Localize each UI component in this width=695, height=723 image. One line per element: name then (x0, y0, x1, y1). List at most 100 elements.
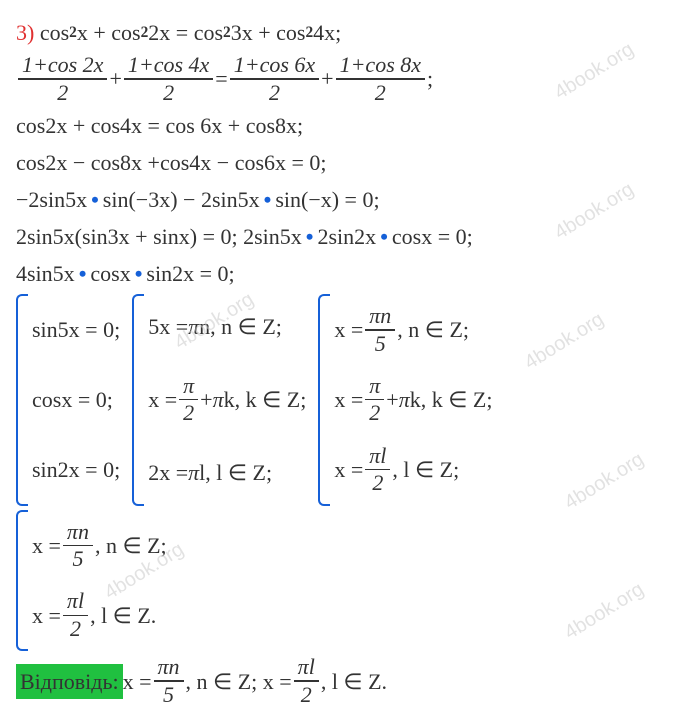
text: , n ∈ Z; x = (186, 665, 292, 698)
pi: π (188, 310, 199, 343)
fraction: π 2 (179, 374, 198, 426)
text: + (386, 383, 398, 416)
dot-icon: • (264, 183, 272, 216)
numerator: 1+cos 6x (230, 53, 319, 77)
bracket-group: x = πn 5 , n ∈ Z; x = πl 2 , l ∈ Z. (16, 510, 167, 652)
dot-icon: • (79, 257, 87, 290)
text: 5x = (148, 310, 188, 343)
bracket-row-2: x = πn 5 , n ∈ Z; x = πl 2 , l ∈ Z. (16, 510, 679, 652)
text: , n ∈ Z; (95, 529, 167, 562)
numerator: πn (63, 520, 93, 544)
denominator: 5 (159, 683, 178, 707)
text: x = (334, 313, 363, 346)
denominator: 2 (297, 683, 316, 707)
text: 2x = (148, 456, 188, 489)
bracket-icon (318, 294, 330, 506)
numerator: 1+cos 4x (124, 53, 213, 77)
fraction: 1+cos 4x 2 (124, 53, 213, 105)
text: x + cos (77, 16, 141, 49)
numerator: πn (365, 304, 395, 328)
exp: 2 (305, 21, 313, 44)
eq-line: 5x = π n, n ∈ Z; (148, 310, 306, 343)
eq-line: x = πn 5 , n ∈ Z; (334, 304, 492, 356)
eq-line: x = πl 2 , l ∈ Z. (32, 589, 167, 641)
text: 4x; (313, 16, 341, 49)
text: 2sin5x(sin3x + sinx) = 0; (16, 220, 238, 253)
text: k, k ∈ Z; (224, 383, 307, 416)
dot-icon: • (380, 220, 388, 253)
denominator: 2 (66, 617, 85, 641)
denominator: 2 (53, 81, 72, 105)
bracket-group: 5x = π n, n ∈ Z; x = π 2 + π k, k ∈ Z; 2… (132, 294, 306, 506)
bracket-icon (132, 294, 144, 506)
text: k, k ∈ Z; (410, 383, 493, 416)
fraction: 1+cos 8x 2 (336, 53, 425, 105)
text: 3x + cos (231, 16, 306, 49)
pi: π (213, 383, 224, 416)
text: ; (427, 62, 433, 95)
numerator: 1+cos 2x (18, 53, 107, 77)
text: x = (334, 383, 363, 416)
eq-line: x = π 2 + π k, k ∈ Z; (148, 374, 306, 426)
numerator: πl (294, 655, 319, 679)
denominator: 5 (68, 547, 87, 571)
fraction: πn 5 (63, 520, 93, 572)
exp: 2 (223, 21, 231, 44)
eq-line: sin2x = 0; (32, 453, 120, 486)
fraction: 1+cos 2x 2 (18, 53, 107, 105)
text: −2sin5x (16, 183, 87, 216)
fraction: πl 2 (63, 589, 88, 641)
fraction: πn 5 (365, 304, 395, 356)
text: sin2x = 0; (146, 257, 234, 290)
line-2: 1+cos 2x 2 + 1+cos 4x 2 = 1+cos 6x 2 + 1… (16, 53, 679, 105)
fraction: πl 2 (294, 655, 319, 707)
denominator: 2 (265, 81, 284, 105)
text: x = (123, 665, 152, 698)
line-4: cos2x − cos8x +cos4x − cos6x = 0; (16, 146, 679, 179)
eq-line: x = πn 5 , n ∈ Z; (32, 520, 167, 572)
eq-line: sin5x = 0; (32, 313, 120, 346)
text: , l ∈ Z; (392, 453, 459, 486)
denominator: 5 (371, 332, 390, 356)
exp: 2 (69, 21, 77, 44)
eq-line: x = π 2 + π k, k ∈ Z; (334, 374, 492, 426)
numerator: 1+cos 8x (336, 53, 425, 77)
op: = (215, 62, 227, 95)
denominator: 2 (179, 401, 198, 425)
text: n, n ∈ Z; (199, 310, 282, 343)
numerator: πn (154, 655, 184, 679)
answer-line: Відповідь: x = πn 5 , n ∈ Z; x = πl 2 , … (16, 655, 679, 707)
text: cosx (90, 257, 130, 290)
dot-icon: • (91, 183, 99, 216)
bracket-icon (16, 510, 28, 652)
eq-line: cosx = 0; (32, 383, 120, 416)
line-6: 2sin5x(sin3x + sinx) = 0; 2sin5x • 2sin2… (16, 220, 679, 253)
text: , l ∈ Z. (90, 599, 156, 632)
text: 2sin2x (318, 220, 377, 253)
numerator: π (365, 374, 384, 398)
line-1: 3) cos 2 x + cos 2 2x = cos 2 3x + cos 2… (16, 16, 679, 49)
answer-label: Відповідь: (16, 664, 123, 699)
text: sin(−x) = 0; (275, 183, 379, 216)
text: sin(−3x) − 2sin5x (103, 183, 260, 216)
numerator: πl (365, 444, 390, 468)
op: + (109, 62, 121, 95)
problem-number: 3) (16, 16, 34, 49)
exp: 2 (141, 21, 149, 44)
bracket-group: sin5x = 0; cosx = 0; sin2x = 0; (16, 294, 120, 506)
dot-icon: • (135, 257, 143, 290)
text: 2sin5x (243, 220, 302, 253)
fraction: πl 2 (365, 444, 390, 496)
op: + (321, 62, 333, 95)
eq-line: 2x = π l, l ∈ Z; (148, 456, 306, 489)
numerator: π (179, 374, 198, 398)
text: 2x = cos (148, 16, 223, 49)
numerator: πl (63, 589, 88, 613)
text: + (200, 383, 212, 416)
text: , n ∈ Z; (397, 313, 469, 346)
bracket-group: x = πn 5 , n ∈ Z; x = π 2 + π k, k ∈ Z; (318, 294, 492, 506)
pi: π (399, 383, 410, 416)
line-5: −2sin5x • sin(−3x) − 2sin5x • sin(−x) = … (16, 183, 679, 216)
text: 4sin5x (16, 257, 75, 290)
text: x = (32, 599, 61, 632)
